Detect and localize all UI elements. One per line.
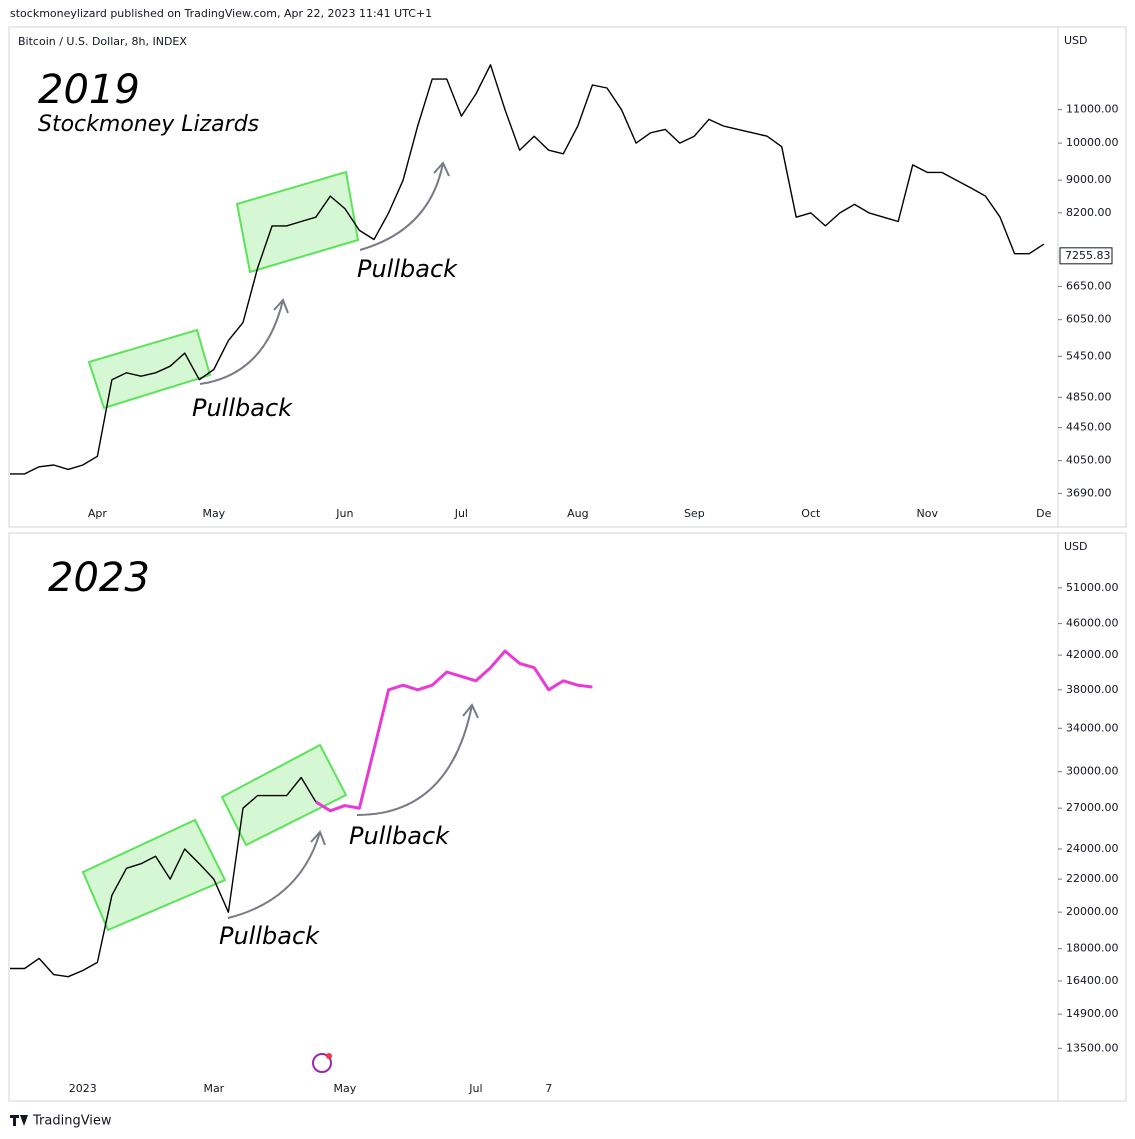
range-box	[87, 328, 212, 410]
footer-brand: TradingView	[32, 1114, 112, 1129]
year-label: 2019	[38, 67, 140, 113]
price-line	[10, 64, 1045, 475]
y-tick-label: 30000.00	[1066, 765, 1119, 778]
logo	[10, 1115, 28, 1126]
x-tick-label: Nov	[917, 507, 939, 520]
x-tick-label: Mar	[203, 1082, 224, 1095]
x-tick-label: May	[334, 1082, 357, 1095]
y-tick-label: 4050.00	[1066, 454, 1112, 467]
arrow	[227, 830, 326, 919]
price-line	[10, 776, 317, 978]
y-tick-label: 14900.00	[1066, 1007, 1119, 1020]
y-tick-label: 22000.00	[1066, 872, 1119, 885]
range-box	[81, 818, 227, 932]
y-tick-label: 27000.00	[1066, 801, 1119, 814]
axis-unit: USD	[1064, 34, 1088, 47]
y-tick-label: 20000.00	[1066, 905, 1119, 918]
x-tick-label: Sep	[684, 507, 705, 520]
y-tick-label: 24000.00	[1066, 842, 1119, 855]
pullback-label: Pullback	[357, 255, 458, 283]
y-tick-label: 6650.00	[1066, 279, 1112, 292]
author-label: Stockmoney Lizards	[38, 112, 259, 137]
event-icon[interactable]	[312, 1053, 332, 1073]
panel-frame	[8, 26, 1127, 528]
y-tick-label: 8200.00	[1066, 206, 1112, 219]
y-tick-label: 16400.00	[1066, 974, 1119, 987]
y-tick-label: 13500.00	[1066, 1041, 1119, 1054]
symbol-title: Bitcoin / U.S. Dollar, 8h, INDEX	[18, 35, 187, 48]
y-tick-label: 46000.00	[1066, 617, 1119, 630]
x-tick-label: May	[202, 507, 225, 520]
y-tick-label: 4850.00	[1066, 390, 1112, 403]
x-tick-label: Jul	[468, 1082, 482, 1095]
arrow	[356, 703, 479, 816]
y-tick-label: 38000.00	[1066, 683, 1119, 696]
panel-frame	[8, 532, 1127, 1102]
arrows	[199, 161, 479, 919]
x-tick-label: Jul	[454, 507, 468, 520]
y-tick-label: 42000.00	[1066, 648, 1119, 661]
x-tick-label: Aug	[567, 507, 588, 520]
pullback-label: Pullback	[219, 922, 320, 950]
y-tick-label: 9000.00	[1066, 173, 1112, 186]
x-tick-label: De	[1036, 507, 1051, 520]
price-line	[315, 649, 593, 813]
pullback-label: Pullback	[349, 822, 450, 850]
x-tick-label: 2023	[69, 1082, 97, 1095]
y-tick-label: 51000.00	[1066, 581, 1119, 594]
y-tick-label: 6050.00	[1066, 313, 1112, 326]
last-price-box	[1059, 247, 1113, 265]
x-tick-label: 7	[545, 1082, 552, 1095]
x-tick-label: Oct	[801, 507, 821, 520]
plots: 3690.00 4050.00 4450.00 4850.00 5450.00 6050.…	[10, 64, 1119, 1095]
y-tick-label: 4450.00	[1066, 421, 1112, 434]
publisher-line: stockmoneylizard published on TradingVie…	[10, 7, 432, 20]
x-tick-label: Apr	[88, 507, 108, 520]
arrow	[359, 161, 450, 251]
y-tick-label: 5450.00	[1066, 349, 1112, 362]
year-label: 2023	[48, 555, 150, 601]
pullback-label: Pullback	[192, 394, 293, 422]
y-tick-label: 18000.00	[1066, 942, 1119, 955]
event-icon-ring	[312, 1053, 332, 1073]
last-price-label: 7255.83	[1065, 249, 1111, 262]
arrow	[199, 298, 289, 385]
y-tick-label: 10000.00	[1066, 136, 1119, 149]
y-tick-label: 3690.00	[1066, 486, 1112, 499]
y-tick-label: 34000.00	[1066, 721, 1119, 734]
axis-unit: USD	[1064, 540, 1088, 553]
event-icon-dot	[326, 1053, 332, 1059]
x-tick-label: Jun	[335, 507, 353, 520]
y-tick-label: 11000.00	[1066, 103, 1119, 116]
